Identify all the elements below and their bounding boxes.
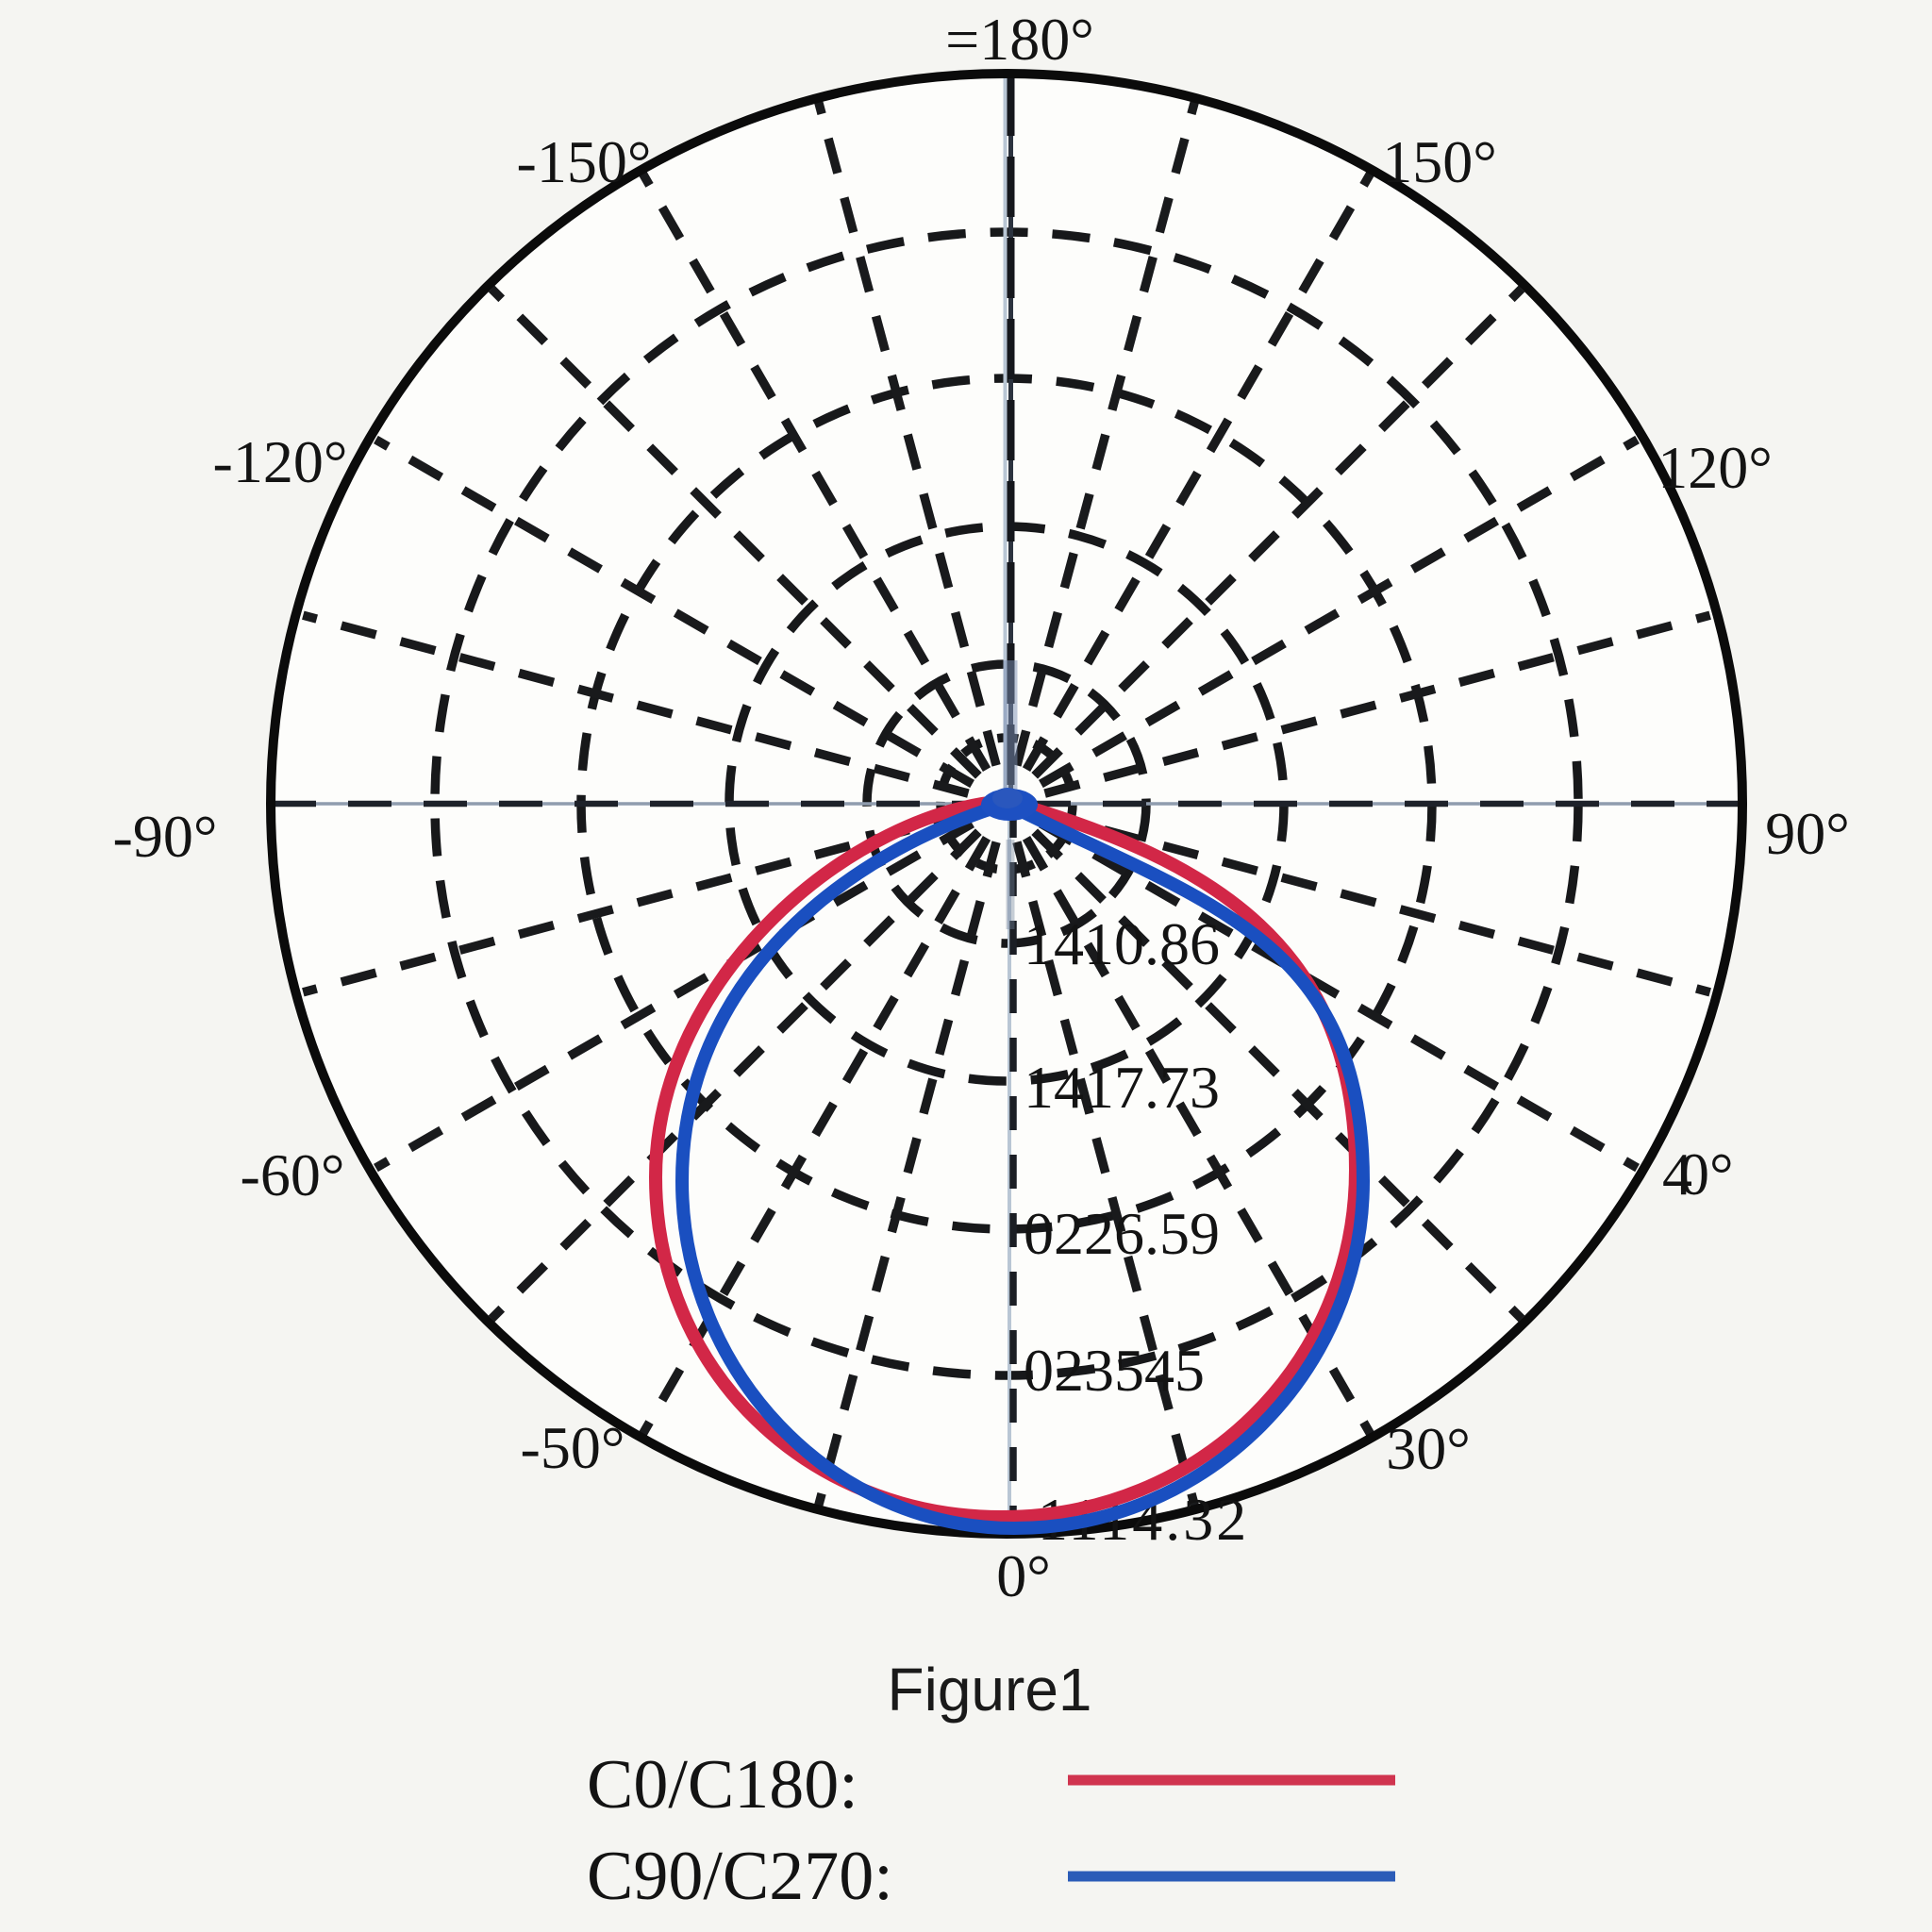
svg-text:30°: 30° (1386, 1415, 1471, 1482)
svg-text:90°: 90° (1765, 800, 1850, 867)
svg-text:0°: 0° (996, 1542, 1051, 1609)
svg-text:C0/C180:: C0/C180: (587, 1746, 858, 1824)
svg-text:120°: 120° (1657, 434, 1773, 501)
svg-text:40°: 40° (1662, 1141, 1734, 1208)
svg-text:-90°: -90° (113, 803, 218, 870)
svg-text:1417.73: 1417.73 (1024, 1054, 1220, 1121)
svg-text:=180°: =180° (945, 6, 1094, 73)
svg-text:-50°: -50° (521, 1414, 625, 1481)
svg-text:0226.59: 0226.59 (1024, 1200, 1220, 1267)
svg-text:1410.86: 1410.86 (1024, 910, 1220, 977)
svg-text:-150°: -150° (517, 128, 652, 195)
svg-text:-60°: -60° (241, 1141, 345, 1208)
svg-text:-120°: -120° (213, 428, 348, 495)
svg-text:023545: 023545 (1024, 1337, 1205, 1404)
svg-text:150°: 150° (1382, 128, 1497, 195)
svg-text:C90/C270:: C90/C270: (587, 1838, 893, 1915)
svg-text:Figure1: Figure1 (888, 1656, 1092, 1724)
